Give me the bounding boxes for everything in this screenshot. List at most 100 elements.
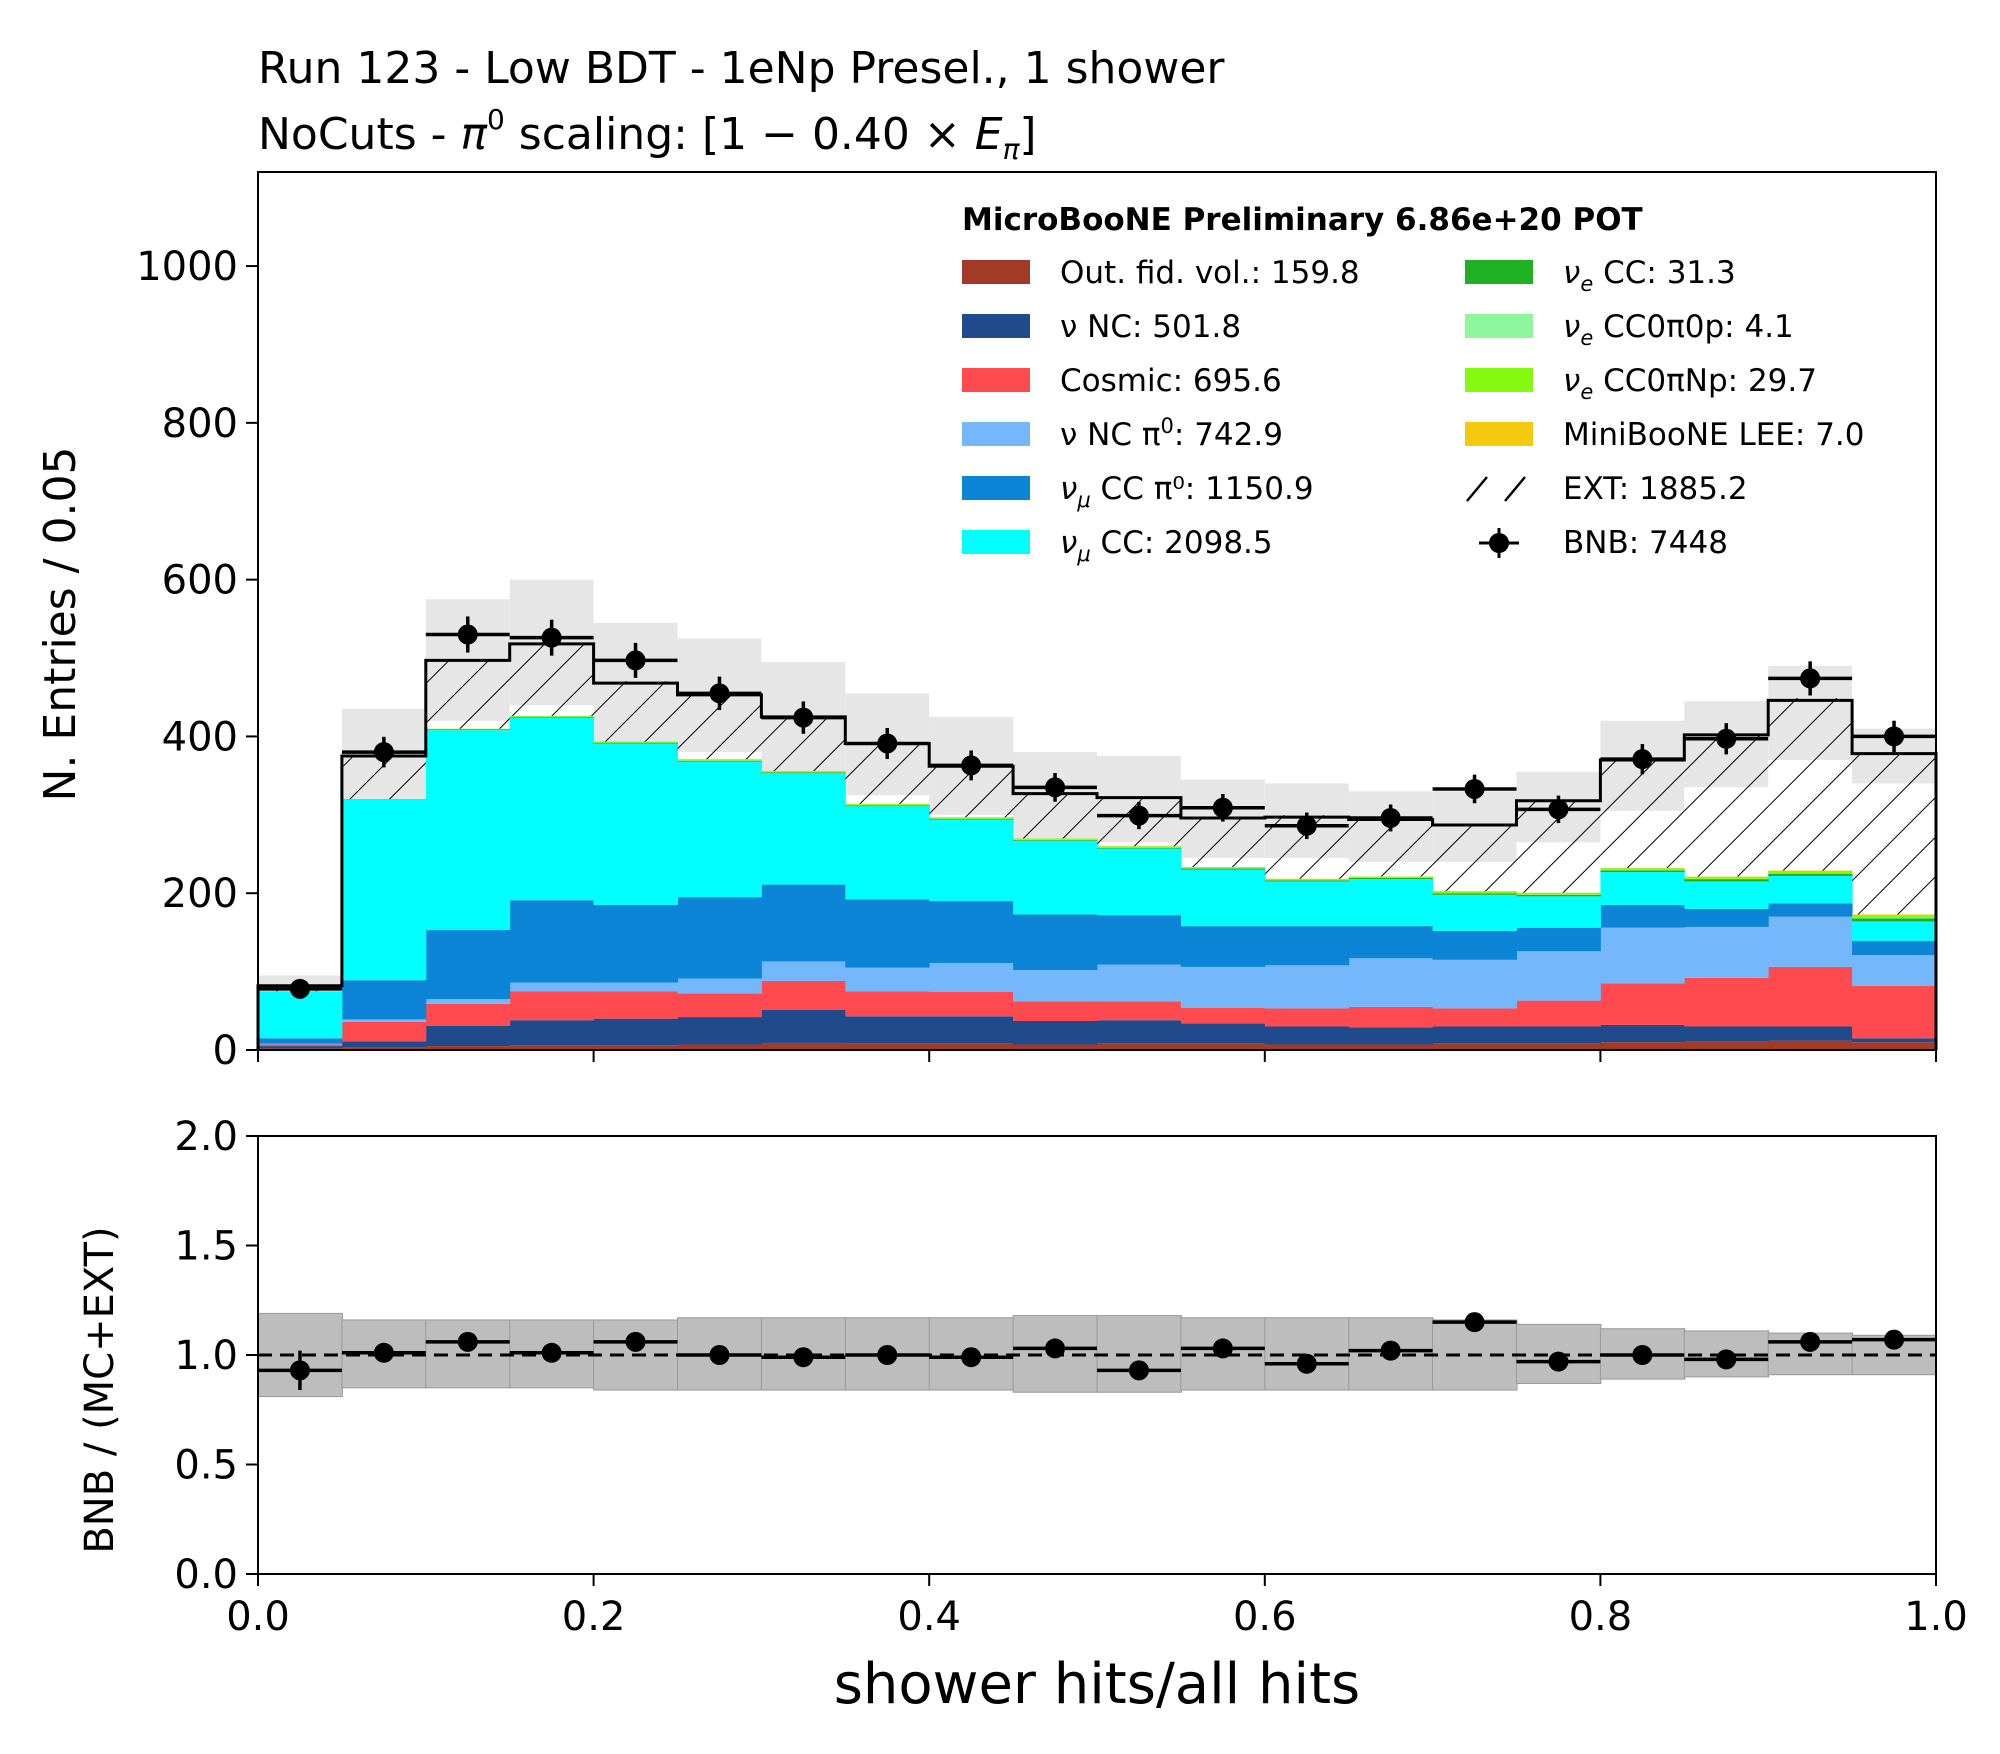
ratio-marker: [1632, 1345, 1652, 1365]
legend-label: EXT: 1885.2: [1563, 471, 1748, 507]
ratio-marker: [1129, 1360, 1149, 1380]
bar-nuecc0piNp: [1349, 877, 1433, 878]
ratio-y-tick-label: 1.0: [174, 1333, 238, 1379]
ratio-marker: [793, 1347, 813, 1367]
bnb-marker: [1716, 729, 1736, 749]
bar-nuecc: [1181, 869, 1265, 870]
bar-outfv: [1852, 1042, 1936, 1050]
bar-cosmic: [510, 991, 594, 1020]
bar-ncpi0: [594, 983, 678, 992]
legend-label: MiniBooNE LEE: 7.0: [1563, 417, 1865, 453]
ratio-marker: [1884, 1330, 1904, 1350]
bar-numuccpi0: [1600, 905, 1684, 928]
bnb-marker: [290, 979, 310, 999]
bnb-marker: [793, 708, 813, 728]
bar-nuecc0piNp: [510, 716, 594, 717]
bar-numuccpi0: [342, 980, 426, 1019]
legend-entry-nuecc0piNp: νe CC0πNp: 29.7: [1465, 363, 1817, 404]
bar-nuecc0piNp: [929, 817, 1013, 818]
x-tick-label: 0.4: [897, 1594, 961, 1640]
bar-nc: [929, 1016, 1013, 1043]
bar-nuecc0piNp: [845, 804, 929, 805]
bar-cosmic: [342, 1022, 426, 1042]
bar-numucc: [1852, 921, 1936, 941]
ratio-marker: [290, 1360, 310, 1380]
legend-header: MicroBooNE Preliminary 6.86e+20 POT: [962, 202, 1643, 238]
x-tick-label: 0.2: [562, 1594, 626, 1640]
bnb-marker: [1632, 749, 1652, 769]
bar-nc: [1265, 1026, 1349, 1044]
bar-numucc: [426, 730, 510, 930]
bar-numucc: [342, 800, 426, 980]
bar-numuccpi0: [1768, 903, 1852, 916]
ratio-marker: [1716, 1349, 1736, 1369]
x-axis-label: shower hits/all hits: [834, 1652, 1360, 1717]
bnb-marker: [626, 650, 646, 670]
x-tick-label: 0.0: [226, 1594, 290, 1640]
bar-nuecc0piNp: [426, 729, 510, 730]
bar-outfv: [1684, 1041, 1768, 1050]
ratio-marker: [458, 1332, 478, 1352]
bar-nuecc0piNp: [1852, 915, 1936, 918]
bnb-marker: [1213, 798, 1233, 818]
legend-swatch: [1465, 368, 1533, 392]
bar-nuecc0piNp: [594, 742, 678, 743]
bar-nc: [845, 1016, 929, 1043]
bar-ncpi0: [426, 999, 510, 1004]
bar-numuccpi0: [1013, 914, 1097, 970]
legend-label: ν NC π0: 742.9: [1060, 414, 1283, 453]
ratio-marker: [1548, 1352, 1568, 1372]
bar-lee: [1852, 914, 1936, 915]
bar-nuecc: [1517, 895, 1601, 897]
bar-numuccpi0: [1684, 909, 1768, 927]
legend-entry-outfv: Out. fid. vol.: 159.8: [962, 255, 1360, 291]
bar-nuecc: [426, 729, 510, 730]
bnb-marker: [1297, 816, 1317, 836]
chart-title-line2: NoCuts - π0 scaling: [1 − 0.40 × Eπ]: [258, 103, 1037, 166]
bar-ncpi0: [1349, 958, 1433, 1007]
bar-ncpi0: [1181, 967, 1265, 1008]
bar-cosmic: [1600, 983, 1684, 1025]
bnb-marker: [877, 733, 897, 753]
bar-nuecc0piNp: [1768, 871, 1852, 873]
legend-entry-cosmic: Cosmic: 695.6: [962, 363, 1282, 399]
bar-nc: [1517, 1026, 1601, 1043]
bar-nc: [1684, 1026, 1768, 1041]
legend-label: νe CC0πNp: 29.7: [1563, 363, 1817, 404]
bar-cosmic: [1433, 1008, 1517, 1026]
bar-nc: [426, 1026, 510, 1046]
bar-ext: [1433, 824, 1517, 891]
ratio-marker: [1800, 1332, 1820, 1352]
bar-ncpi0: [1684, 927, 1768, 978]
ratio-marker: [961, 1347, 981, 1367]
ratio-marker: [877, 1345, 897, 1365]
bar-numucc: [1768, 876, 1852, 903]
bar-numuccpi0: [1517, 928, 1601, 952]
legend-ext-hatch: [1467, 477, 1487, 501]
bnb-marker: [709, 683, 729, 703]
ratio-marker: [1045, 1338, 1065, 1358]
bar-nuecc: [1433, 893, 1517, 895]
legend-ext-hatch: [1505, 477, 1525, 501]
bar-nc: [1013, 1021, 1097, 1045]
bar-nuecc: [845, 805, 929, 806]
bar-nuecc0piNp: [1097, 846, 1181, 847]
ratio-marker: [1297, 1354, 1317, 1374]
legend-label: BNB: 7448: [1563, 525, 1728, 561]
legend-label: νμ CC π⁰: 1150.9: [1060, 471, 1314, 512]
bar-numucc: [1097, 849, 1181, 916]
ratio-marker: [1465, 1312, 1485, 1332]
bar-numuccpi0: [1852, 941, 1936, 955]
legend-entry-nuecc: νe CC: 31.3: [1465, 255, 1736, 296]
legend-entry-ncpi0: ν NC π0: 742.9: [962, 414, 1283, 453]
bar-nuecc: [1600, 870, 1684, 872]
bar-cosmic: [594, 991, 678, 1018]
bar-cosmic: [761, 981, 845, 1010]
legend-swatch: [962, 530, 1030, 554]
bnb-marker: [542, 628, 562, 648]
bar-nuecc0piNp: [761, 771, 845, 772]
bar-ncpi0: [342, 1019, 426, 1021]
bar-nuecc: [761, 772, 845, 773]
legend-label: νe CC0π0p: 4.1: [1563, 309, 1794, 350]
